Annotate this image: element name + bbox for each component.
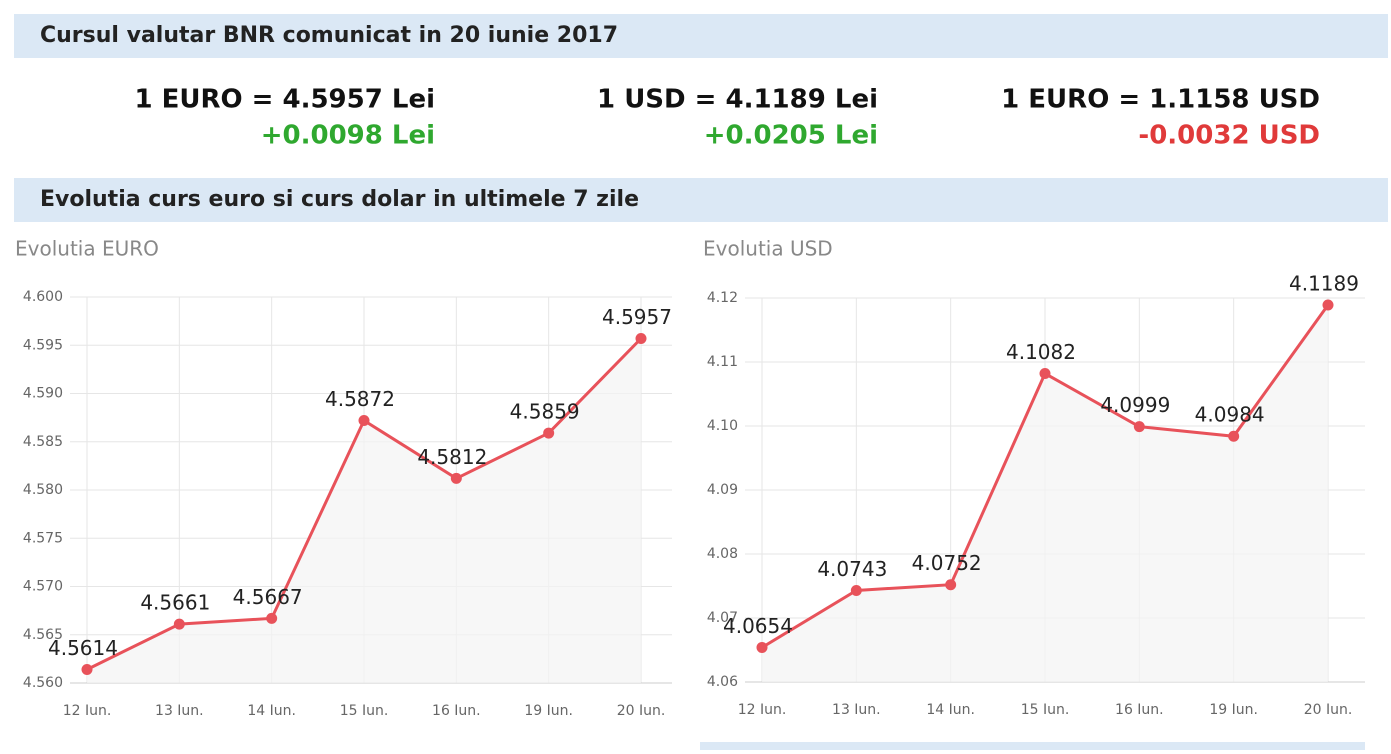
y-tick-label: 4.570 — [23, 579, 63, 595]
point — [1039, 368, 1051, 380]
x-tick-label: 15 Iun. — [1021, 702, 1070, 718]
point — [850, 584, 862, 596]
rate-change: -0.0032 USD — [1138, 121, 1320, 151]
data-label: 4.5872 — [325, 387, 395, 411]
x-tick-label: 16 Iun. — [1115, 702, 1164, 718]
x-tick-label: 12 Iun. — [738, 702, 787, 718]
data-label: 4.0743 — [817, 557, 887, 581]
section-title: Evolutia curs euro si curs dolar in ulti… — [40, 187, 639, 212]
point — [81, 663, 93, 675]
rate-change: +0.0098 Lei — [261, 121, 435, 151]
data-label: 4.5614 — [48, 636, 118, 660]
y-tick-label: 4.06 — [707, 674, 738, 690]
y-tick-label: 4.565 — [23, 627, 63, 643]
data-label: 4.1082 — [1006, 340, 1076, 364]
data-label: 4.0984 — [1195, 403, 1265, 427]
point — [945, 579, 957, 591]
data-label: 4.5661 — [140, 591, 210, 615]
rate: 1 EURO = 1.1158 USD — [1001, 85, 1320, 115]
point — [173, 618, 185, 630]
data-label: 4.0752 — [912, 551, 982, 575]
y-tick-label: 4.10 — [707, 418, 738, 434]
data-label: 4.0654 — [723, 614, 793, 638]
y-tick-label: 4.08 — [707, 546, 738, 562]
y-tick-label: 4.595 — [23, 337, 63, 353]
y-tick-label: 4.09 — [707, 482, 738, 498]
next-band — [700, 742, 1365, 750]
x-tick-label: 12 Iun. — [63, 703, 112, 719]
data-label: 4.0999 — [1100, 393, 1170, 417]
x-tick-label: 14 Iun. — [926, 702, 975, 718]
data-label: 4.1189 — [1289, 272, 1359, 296]
x-tick-label: 16 Iun. — [432, 703, 481, 719]
y-tick-label: 4.12 — [707, 290, 738, 306]
x-tick-label: 19 Iun. — [1209, 702, 1258, 718]
point — [543, 427, 555, 439]
header-title: Cursul valutar BNR comunicat in 20 iunie… — [40, 23, 618, 48]
header-band — [14, 14, 1388, 58]
chart-title: Evolutia EURO — [15, 237, 159, 261]
x-tick-label: 20 Iun. — [617, 703, 666, 719]
rate: 1 EURO = 4.5957 Lei — [134, 85, 435, 115]
data-label: 4.5812 — [417, 445, 487, 469]
point — [1228, 430, 1240, 442]
y-tick-label: 4.580 — [23, 482, 63, 498]
point — [756, 641, 768, 653]
x-tick-label: 14 Iun. — [247, 703, 296, 719]
point — [1322, 299, 1334, 311]
point — [1133, 421, 1145, 433]
x-tick-label: 15 Iun. — [340, 703, 389, 719]
area — [87, 338, 641, 683]
x-tick-label: 13 Iun. — [832, 702, 881, 718]
x-tick-label: 20 Iun. — [1304, 702, 1353, 718]
data-label: 4.5667 — [233, 585, 303, 609]
point — [635, 332, 647, 344]
y-tick-label: 4.11 — [707, 354, 738, 370]
y-tick-label: 4.575 — [23, 530, 63, 546]
x-tick-label: 19 Iun. — [524, 703, 573, 719]
y-tick-label: 4.590 — [23, 386, 63, 402]
x-tick-label: 13 Iun. — [155, 703, 204, 719]
chart-title: Evolutia USD — [703, 237, 833, 261]
y-tick-label: 4.600 — [23, 289, 63, 305]
y-tick-label: 4.560 — [23, 675, 63, 691]
rate-change: +0.0205 Lei — [704, 121, 878, 151]
point — [266, 612, 278, 624]
point — [450, 472, 462, 484]
y-tick-label: 4.07 — [707, 610, 738, 626]
section-band — [14, 178, 1388, 222]
data-label: 4.5957 — [602, 305, 672, 329]
data-label: 4.5859 — [510, 400, 580, 424]
rate: 1 USD = 4.1189 Lei — [597, 85, 878, 115]
y-tick-label: 4.585 — [23, 434, 63, 450]
point — [358, 415, 370, 427]
